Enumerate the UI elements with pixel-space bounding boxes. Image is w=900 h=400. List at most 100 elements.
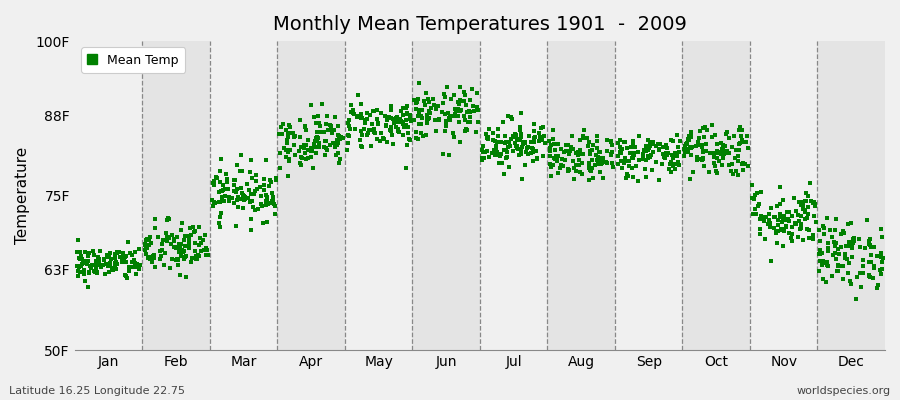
Point xyxy=(424,105,438,111)
Point xyxy=(294,162,309,168)
Point xyxy=(734,133,748,139)
Point xyxy=(683,128,698,135)
Point xyxy=(681,136,696,142)
Point xyxy=(652,141,667,147)
Point xyxy=(708,132,723,138)
Point xyxy=(383,126,398,133)
Point xyxy=(618,155,633,162)
Point xyxy=(139,240,153,247)
Point xyxy=(641,137,655,144)
Point xyxy=(133,262,148,268)
Point xyxy=(499,140,513,146)
Point xyxy=(415,115,429,121)
Point xyxy=(357,120,372,126)
Point xyxy=(78,278,93,284)
Point xyxy=(443,113,457,119)
Point xyxy=(794,224,808,231)
Point xyxy=(280,136,294,143)
Point xyxy=(457,98,472,104)
Point xyxy=(437,111,452,118)
Point xyxy=(627,144,642,150)
Point xyxy=(874,226,888,232)
Point xyxy=(76,271,91,277)
Point xyxy=(306,114,320,120)
Point xyxy=(194,248,209,254)
Point xyxy=(643,145,657,151)
Point xyxy=(456,98,471,104)
Point xyxy=(748,192,762,198)
Point xyxy=(748,206,762,212)
Point xyxy=(552,153,566,159)
Point xyxy=(80,260,94,267)
Point xyxy=(826,251,841,258)
Point xyxy=(141,242,156,248)
Point xyxy=(395,118,410,125)
Point xyxy=(821,263,835,269)
Point xyxy=(554,146,569,153)
Point xyxy=(366,126,381,133)
Point xyxy=(182,237,196,243)
Point xyxy=(299,156,313,162)
Point xyxy=(400,142,415,148)
Point xyxy=(738,161,752,167)
Point xyxy=(679,146,693,152)
Point xyxy=(530,155,544,162)
Point xyxy=(440,84,454,90)
Point xyxy=(415,107,429,113)
Point xyxy=(140,242,154,249)
Point xyxy=(182,233,196,239)
Point xyxy=(626,165,640,172)
Point xyxy=(599,158,614,165)
Point xyxy=(800,214,814,221)
Point xyxy=(572,162,586,168)
Point xyxy=(752,202,766,209)
Point xyxy=(656,151,670,157)
Point xyxy=(761,217,776,223)
Point xyxy=(547,154,562,161)
Point xyxy=(111,250,125,256)
Point xyxy=(696,156,710,162)
Point xyxy=(331,149,346,156)
Point xyxy=(491,126,505,132)
Point xyxy=(374,130,389,136)
Point xyxy=(163,265,177,271)
Point xyxy=(526,158,540,164)
Point xyxy=(140,245,154,252)
Point xyxy=(597,175,611,181)
Point xyxy=(257,182,272,188)
Point xyxy=(411,109,426,115)
Point xyxy=(138,246,152,253)
Point xyxy=(458,102,473,108)
Point xyxy=(281,148,295,155)
Point xyxy=(362,127,376,134)
Point xyxy=(320,145,334,152)
Point xyxy=(229,189,243,195)
Point xyxy=(652,141,666,147)
Point xyxy=(74,253,88,260)
Point xyxy=(116,250,130,256)
Point xyxy=(232,167,247,174)
Point xyxy=(741,144,755,151)
Point xyxy=(750,190,764,196)
Point xyxy=(261,201,275,207)
Bar xyxy=(615,41,682,350)
Point xyxy=(794,202,808,208)
Point xyxy=(641,153,655,159)
Point xyxy=(770,228,785,234)
Point xyxy=(158,230,173,236)
Point xyxy=(793,226,807,232)
Point xyxy=(358,117,373,123)
Point xyxy=(310,138,325,144)
Point xyxy=(533,133,547,140)
Point xyxy=(734,140,748,146)
Point xyxy=(524,139,538,145)
Point xyxy=(403,136,418,143)
Point xyxy=(306,165,320,171)
Point xyxy=(832,268,846,274)
Point xyxy=(256,176,271,182)
Point xyxy=(402,135,417,142)
Point xyxy=(730,158,744,164)
Point xyxy=(500,148,514,155)
Point xyxy=(623,150,637,156)
Point xyxy=(183,225,197,231)
